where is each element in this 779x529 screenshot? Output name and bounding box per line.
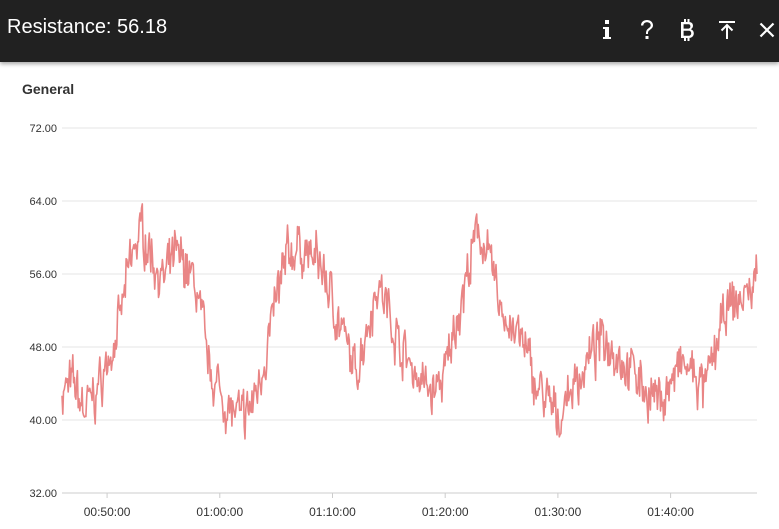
bitcoin-icon [681, 19, 694, 41]
close-icon [759, 22, 775, 38]
y-tick-label: 72.00 [29, 123, 57, 135]
help-icon [641, 20, 653, 39]
x-tick-label: 01:00:00 [196, 505, 243, 519]
y-tick-label: 64.00 [29, 196, 57, 208]
y-tick-label: 32.00 [29, 488, 57, 500]
scroll-to-top-button[interactable] [710, 13, 744, 47]
x-tick-label: 01:40:00 [647, 505, 694, 519]
scroll-to-top-icon [719, 21, 735, 39]
info-button[interactable] [590, 13, 624, 47]
x-tick-label: 01:10:00 [309, 505, 356, 519]
top-app-bar: Resistance: 56.18 [0, 0, 779, 62]
x-tick-label: 01:30:00 [535, 505, 582, 519]
bitcoin-button[interactable] [670, 13, 704, 47]
help-button[interactable] [630, 13, 664, 47]
info-icon [603, 20, 611, 39]
resistance-line-chart: 72.00 64.00 56.00 48.00 40.00 32.00 00:50:00 01… [29, 123, 758, 519]
x-tick-label: 01:20:00 [422, 505, 469, 519]
page-title: Resistance: 56.18 [7, 16, 168, 38]
y-tick-label: 40.00 [29, 415, 57, 427]
close-button[interactable] [750, 13, 779, 47]
series-line [61, 203, 758, 440]
section-title: General [22, 81, 75, 97]
y-tick-label: 56.00 [29, 269, 57, 281]
x-tick-label: 00:50:00 [84, 505, 131, 519]
y-tick-label: 48.00 [29, 342, 57, 354]
main-content: General 72.00 64.00 56.00 48.00 40.00 32.00 00… [0, 62, 779, 529]
